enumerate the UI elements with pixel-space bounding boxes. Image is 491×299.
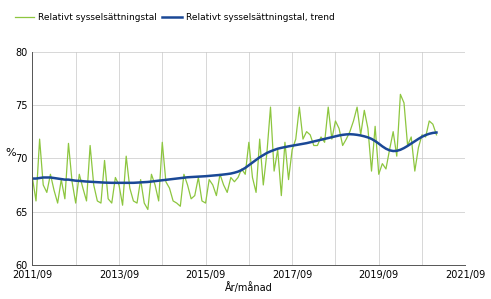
- X-axis label: År/månad: År/månad: [225, 283, 273, 293]
- Relativt sysselsättningstal, trend: [40, 176, 46, 179]
- Relativt sysselsättningstal: [336, 127, 342, 130]
- Relativt sysselsättningstal, trend: [163, 178, 169, 181]
- Line: Relativt sysselsättningstal: Relativt sysselsättningstal: [32, 94, 436, 210]
- Relativt sysselsättningstal: [145, 208, 151, 211]
- Relativt sysselsättningstal, trend: [29, 177, 35, 180]
- Y-axis label: %: %: [5, 148, 16, 158]
- Relativt sysselsättningstal, trend: [408, 142, 414, 145]
- Relativt sysselsättningstal: [434, 133, 439, 137]
- Legend: Relativt sysselsättningstal, Relativt sysselsättningstal, trend: Relativt sysselsättningstal, Relativt sy…: [11, 9, 338, 25]
- Relativt sysselsättningstal: [412, 169, 418, 173]
- Relativt sysselsättningstal, trend: [336, 134, 342, 137]
- Relativt sysselsättningstal: [44, 191, 50, 194]
- Relativt sysselsättningstal, trend: [44, 176, 50, 179]
- Line: Relativt sysselsättningstal, trend: Relativt sysselsättningstal, trend: [32, 132, 436, 183]
- Relativt sysselsättningstal, trend: [109, 181, 115, 184]
- Relativt sysselsättningstal, trend: [369, 137, 375, 141]
- Relativt sysselsättningstal: [40, 183, 46, 187]
- Relativt sysselsättningstal: [163, 180, 169, 184]
- Relativt sysselsättningstal, trend: [434, 131, 439, 134]
- Relativt sysselsättningstal: [29, 176, 35, 179]
- Relativt sysselsättningstal: [369, 169, 375, 173]
- Relativt sysselsättningstal: [397, 92, 403, 96]
